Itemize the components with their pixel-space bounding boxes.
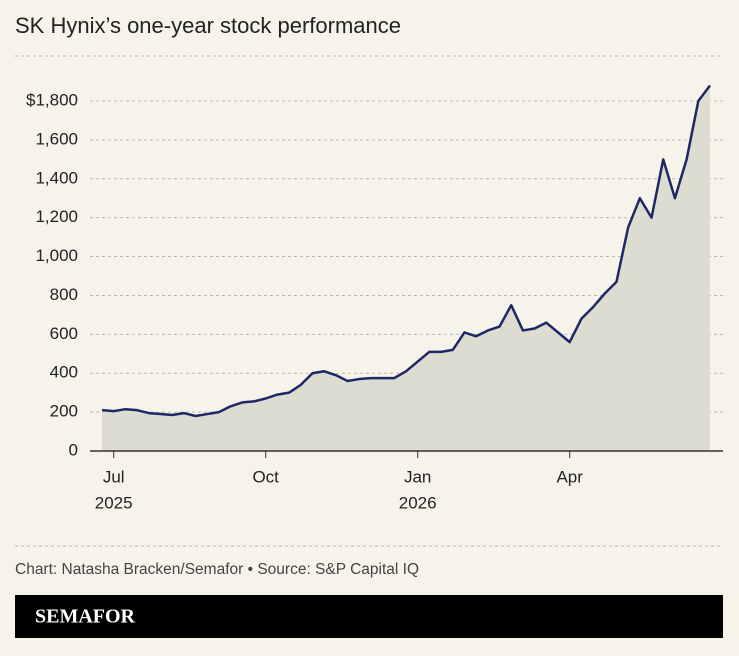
y-tick-label: 800 xyxy=(50,285,78,304)
x-tick-year: 2026 xyxy=(399,493,437,512)
x-tick-label: Oct xyxy=(252,467,279,486)
price-line xyxy=(101,84,711,418)
y-tick-label: 600 xyxy=(50,324,78,343)
y-tick-label: 400 xyxy=(50,363,78,382)
x-tick-label: Apr xyxy=(556,467,583,486)
chart-title: SK Hynix’s one-year stock performance xyxy=(15,13,401,38)
plot: 0 200 400 600 800 1,000 1,200 1,400 1,600 $1,800 J… xyxy=(26,84,723,512)
y-tick-label: $1,800 xyxy=(26,90,78,109)
y-tick-label: 0 xyxy=(69,440,78,459)
y-tick-label: 1,000 xyxy=(35,246,78,265)
x-tick-label: Jan xyxy=(404,467,431,486)
y-tick-label: 200 xyxy=(50,402,78,421)
brand: SEMAFOR xyxy=(35,606,136,628)
x-tick-year: 2025 xyxy=(95,493,133,512)
x-tick-label: Jul xyxy=(103,467,125,486)
y-tick-label: 1,400 xyxy=(35,168,78,187)
y-tick-label: 1,200 xyxy=(35,207,78,226)
area xyxy=(102,85,710,451)
y-tick-label: 1,600 xyxy=(35,129,78,148)
brand-band xyxy=(15,595,723,638)
credit: Chart: Natasha Bracken/Semafor • Source:… xyxy=(15,561,419,578)
